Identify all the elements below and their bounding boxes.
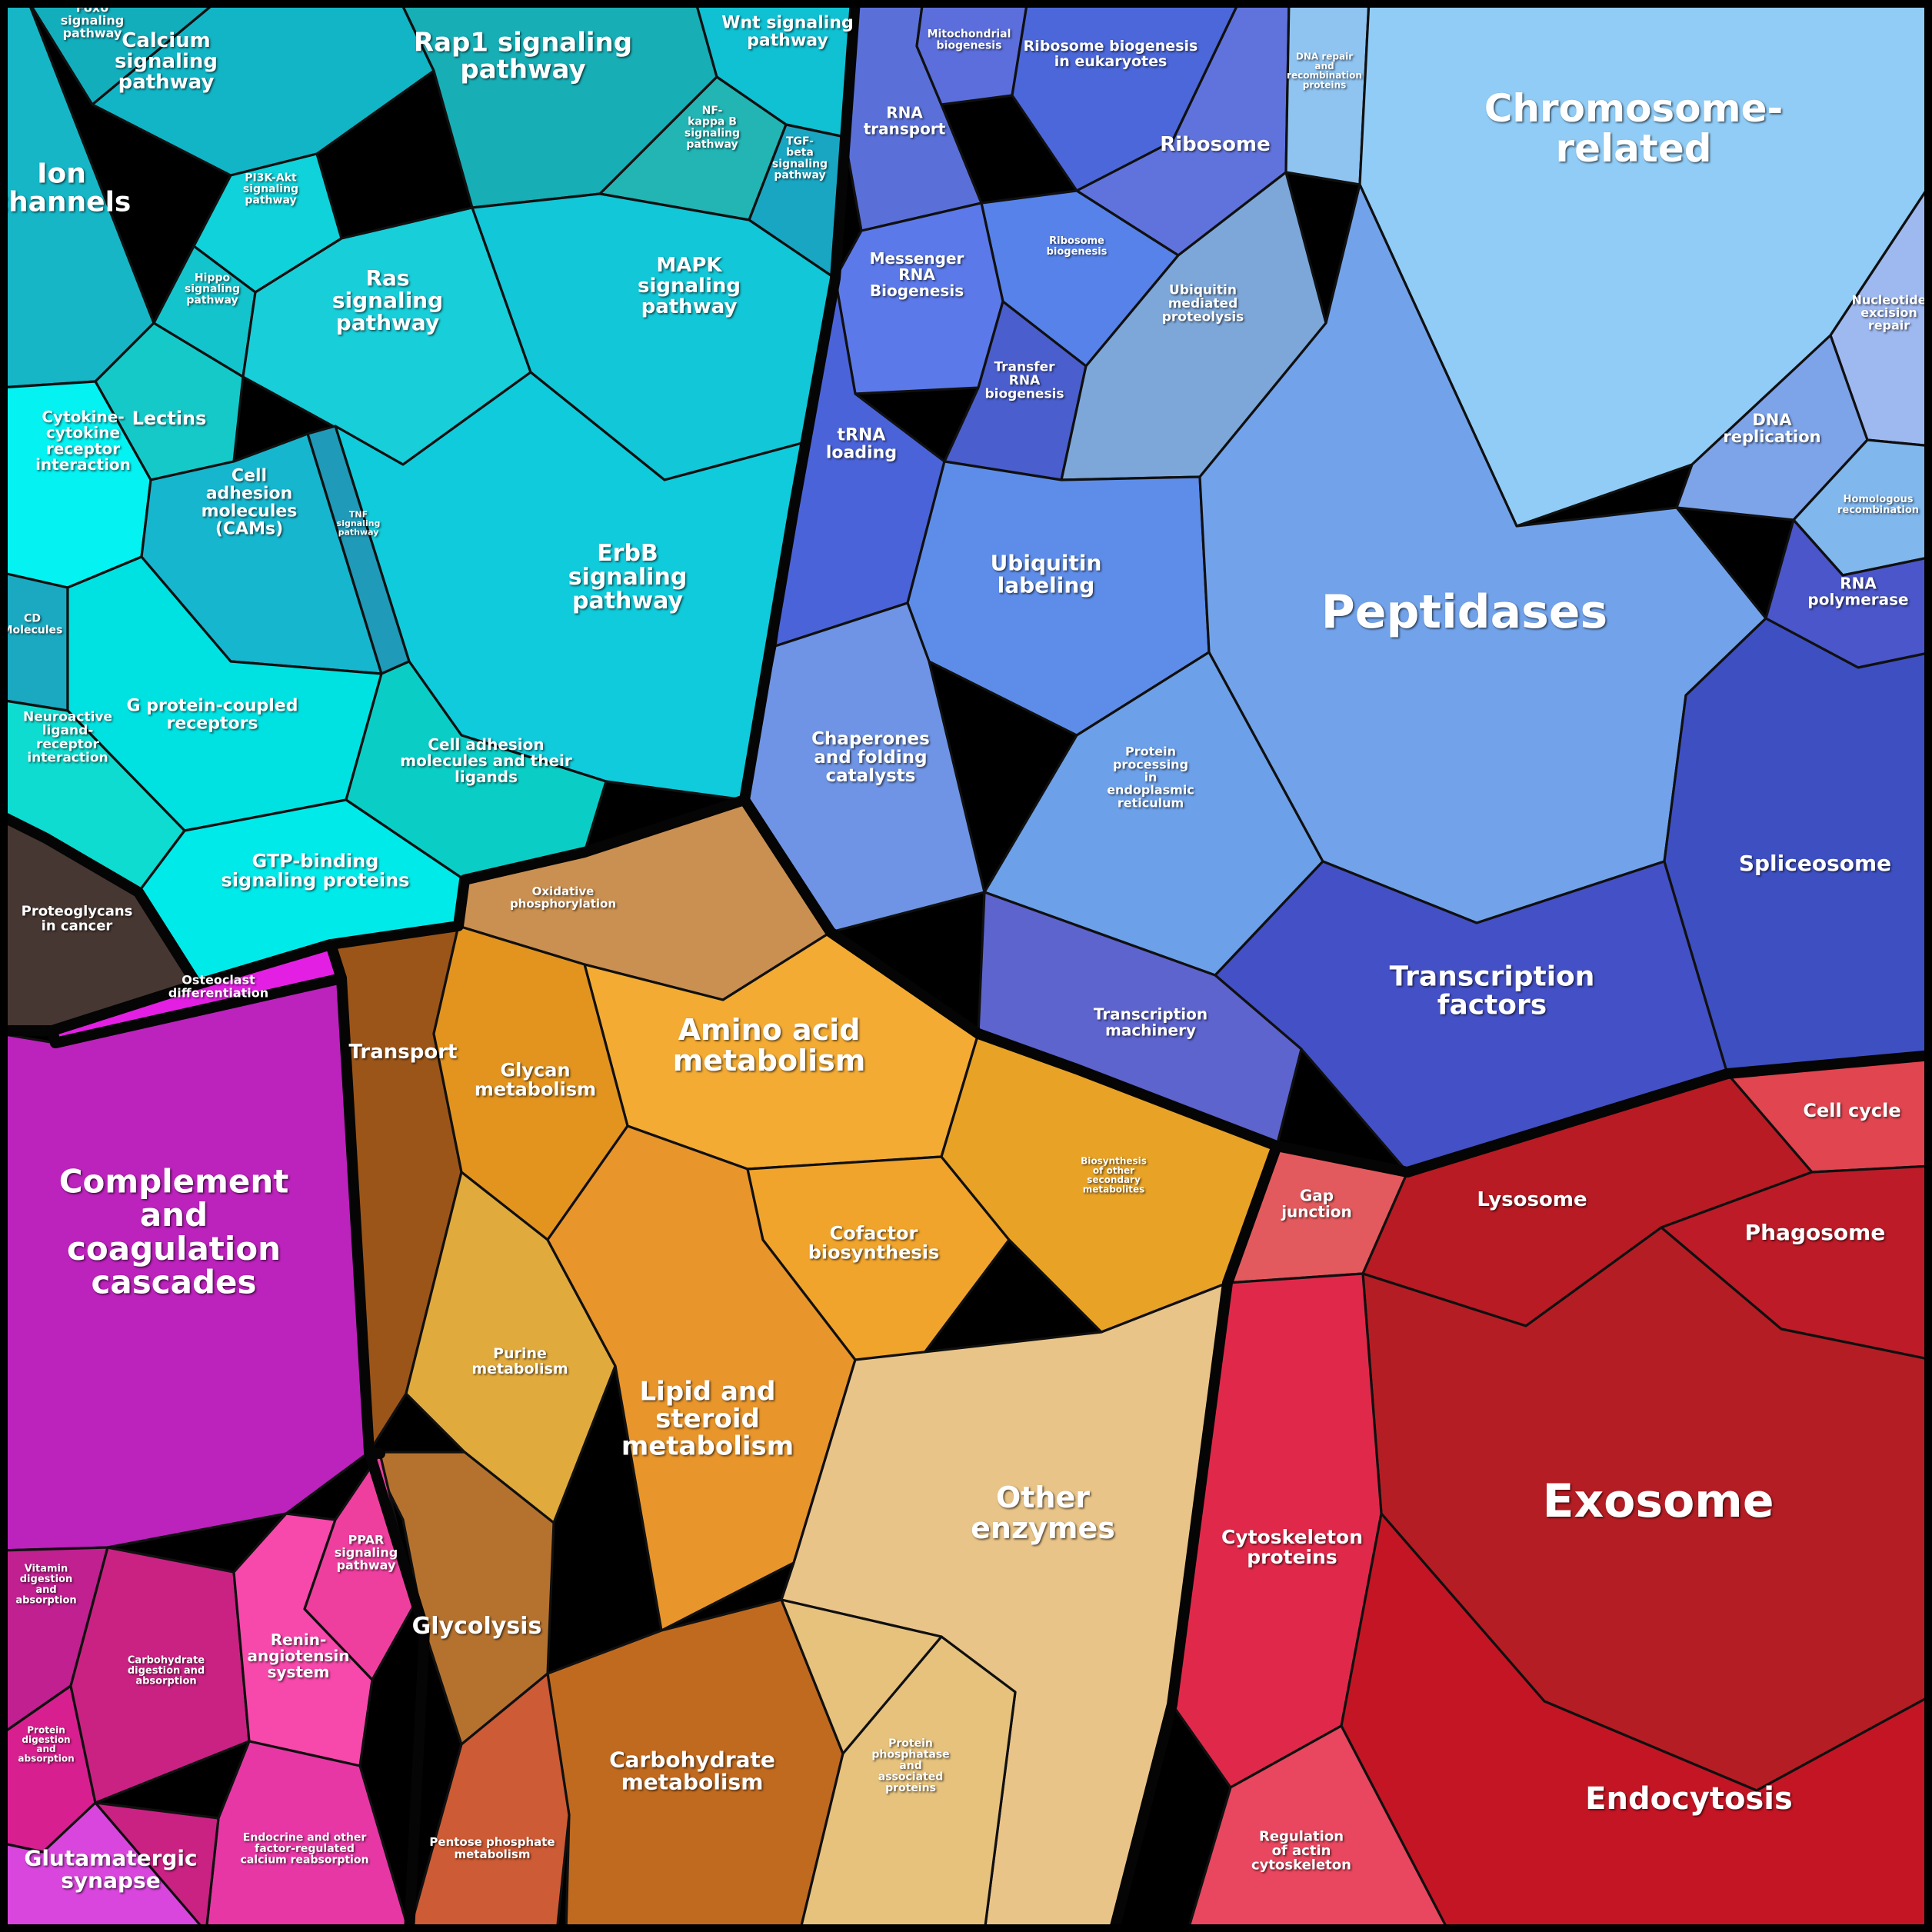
label-phagosome: Phagosome [1745,1220,1886,1245]
group-border-2 [1271,1050,1932,1178]
label-ubiquitin-labeling: Ubiquitin labeling [991,550,1102,598]
label-wnt-signaling-pathway: Wnt signaling pathway [721,14,854,51]
cell-regulation-of-actin-cytoskeleton[interactable] [1186,1724,1451,1932]
label-carbohydrate-metabolism: Carbohydrate metabolism [609,1747,775,1794]
label-lipid-and-steroid-metabolism: Lipid and steroid metabolism [621,1377,794,1462]
label-lysosome: Lysosome [1477,1188,1587,1211]
label-chromosome-related: Chromosome-related [1484,86,1784,171]
label-nucleotide-excision-repair: Nucleotide excision repair [1851,292,1926,332]
label-gap-junction: Gap junction [1281,1187,1352,1221]
label-transport: Transport [349,1041,458,1064]
label-rna-polymerase: RNA polymerase [1807,575,1908,609]
label-glutamatergic-synapse: Glutamatergic synapse [24,1845,197,1893]
label-oxidative-phosphorylation: Oxidative phosphorylation [510,884,616,911]
label-mitochondrial-biogenesis: Mitochondrial biogenesis [928,28,1011,52]
label-glycan-metabolism: Glycan metabolism [475,1060,596,1101]
label-peptidases: Peptidases [1321,585,1607,639]
label-amino-acid-metabolism: Amino acid metabolism [673,1013,866,1078]
label-transcription-machinery: Transcription machinery [1094,1005,1208,1040]
label-cytoskeleton-proteins: Cytoskeleton proteins [1221,1526,1363,1568]
label-pentose-phosphate-metabolism: Pentose phosphate metabolism [429,1835,555,1861]
label-other-enzymes: Other enzymes [971,1481,1115,1545]
label-neuroactive-ligand-receptor-interaction: Neuroactive ligand-receptor interaction [23,709,112,765]
label-transcription-factors: Transcription factors [1390,961,1595,1021]
label-mapk-signaling-pathway: MAPK signaling pathway [638,254,741,318]
label-dna-replication: DNA replication [1723,411,1820,446]
label-proteoglycans-in-cancer: Proteoglycans in cancer [22,904,133,934]
group-border-9 [364,1447,385,1459]
label-calcium-signaling-pathway: Calcium signaling pathway [115,29,218,94]
label-cd-molecules: CD Molecules [2,613,63,637]
label-carbohydrate-digestion-and-absorption: Carbohydrate digestion and absorption [128,1654,205,1687]
label-renin-angiotensin-system: Renin-angiotensin system [247,1631,349,1681]
group-border-0 [739,0,861,805]
label-regulation-of-actin-cytoskeleton: Regulation of actin cytoskeleton [1251,1828,1351,1873]
group-border-3 [1108,1141,1282,1932]
label-ribosome-biogenesis-in-eukaryotes: Ribosome biogenesis in eukaryotes [1024,38,1198,70]
group-border-1 [739,794,1282,1151]
label-messenger-rna-biogenesis: Messenger RNA Biogenesis [870,249,964,300]
label-ras-signaling-pathway: Ras signaling pathway [332,265,443,335]
label-glycolysis: Glycolysis [412,1613,542,1640]
label-rna-transport: RNA transport [864,104,946,138]
cell-mitochondrial-biogenesis[interactable] [915,0,1029,106]
label-protein-processing-in-endoplasmic-reticulum: Protein processing in endoplasmic reticulum [1107,744,1194,811]
label-endocrine-and-other-factor-regulated-calcium-reabsorption: Endocrine and other factor-regulated calci… [241,1831,369,1866]
label-osteoclast-differentiation: Osteoclast differentiation [168,973,268,1001]
label-exosome: Exosome [1542,1474,1774,1528]
label-homologous-recombination: Homologous recombination [1837,494,1919,516]
cell-endocrine-and-other-factor-regulated-calcium-reabsorption[interactable] [205,1740,411,1932]
label-pi3k-akt-signaling-pathway: PI3K-Akt signaling pathway [243,172,298,206]
cell-cd-molecules[interactable] [0,571,69,712]
label-ubiquitin-mediated-proteolysis: Ubiquitin mediated proteolysis [1162,282,1244,325]
label-chaperones-and-folding-catalysts: Chaperones and folding catalysts [811,729,930,786]
label-protein-digestion-and-absorption: Protein digestion and absorption [18,1724,74,1764]
label-cell-cycle: Cell cycle [1803,1100,1900,1121]
cell-dna-repair-and-recombination-proteins[interactable] [1284,0,1371,186]
label-vitamin-digestion-and-absorption: Vitamin digestion and absorption [15,1564,76,1607]
label-trna-loading: tRNA loading [826,426,897,463]
cell-osteo-placeholder[interactable] [94,1801,220,1932]
label-biosynthesis-of-other-secondary-metabolites: Biosynthesis of other secondary metabolites [1081,1155,1147,1194]
label-cytokine-cytokine-receptor-interaction: Cytokine-cytokine receptor interaction [35,408,131,474]
cell-pentose-phosphate-metabolism[interactable] [408,1672,571,1932]
group-border-4 [325,794,750,950]
label-dna-repair-and-recombination-proteins: DNA repair and recombination proteins [1287,51,1362,90]
label-g-protein-coupled-receptors: G protein-coupled receptors [127,697,298,734]
label-cell-adhesion-molecules-cams: Cell adhesion molecules (CAMs) [202,467,298,539]
label-rap1-signaling-pathway: Rap1 signaling pathway [414,27,632,85]
label-ribosome: Ribosome [1160,133,1270,156]
label-ion-channels: Ion channels [0,158,131,218]
label-tgf-beta-signaling-pathway: TGF-beta signaling pathway [772,135,828,182]
label-spliceosome: Spliceosome [1739,851,1891,876]
label-transfer-rna-biogenesis: Transfer RNA biogenesis [984,359,1064,401]
label-ppar-signaling-pathway: PPAR signaling pathway [335,1532,398,1572]
label-hippo-signaling-pathway: Hippo signaling pathway [185,271,240,306]
label-purine-metabolism: Purine metabolism [471,1345,568,1377]
label-cell-adhesion-molecules-and-their-ligands: Cell adhesion molecules and their ligands [400,735,572,786]
cell-endocrine-placeholder[interactable] [780,1598,943,1755]
label-cofactor-biosynthesis: Cofactor biosynthesis [808,1223,940,1264]
label-tnf-signaling-pathway: TNF signaling pathway [337,510,381,538]
label-endocytosis: Endocytosis [1585,1781,1793,1817]
label-lectins: Lectins [132,408,207,429]
label-erbb-signaling-pathway: ErbB signaling pathway [568,540,688,615]
label-protein-phosphatase-and-associated-proteins: Protein phosphatase and associated proteins [871,1737,949,1794]
label-gtp-binding-signaling-proteins: GTP-binding signaling proteins [222,851,410,891]
group-border-11 [47,939,347,1048]
label-ribosome-biogenesis: Ribosome biogenesis [1047,235,1108,258]
label-complement-and-coagulation-cascades: Complement and coagulation cascades [59,1162,289,1301]
